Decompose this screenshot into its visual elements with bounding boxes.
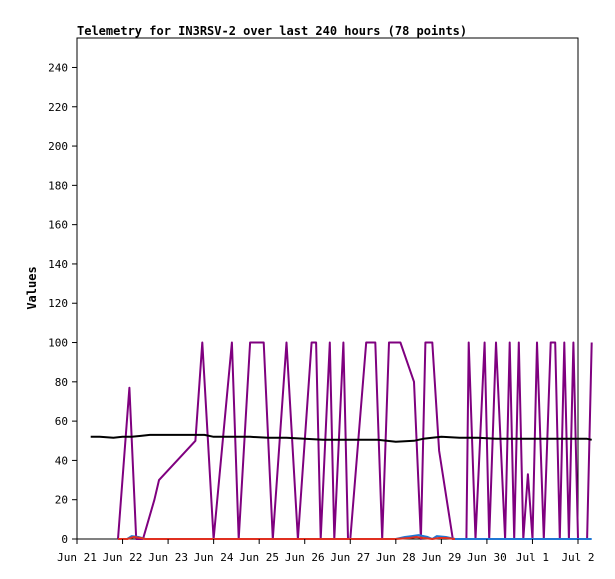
y-tick-label: 180 <box>48 179 68 192</box>
x-tick-label: Jun 29 <box>421 551 461 564</box>
x-axis: Jun 21 Jun 22 Jun 23 Jun 24 Jun 25 Jun 26 Jun … <box>57 539 595 564</box>
y-tick-label: 120 <box>48 297 68 310</box>
series-line-1 <box>117 341 593 540</box>
y-tick-label: 140 <box>48 258 68 271</box>
y-tick-label: 80 <box>55 376 68 389</box>
x-tick-label: Jun 27 <box>330 551 370 564</box>
x-tick-label: Jun 24 <box>194 551 234 564</box>
x-tick-label: Jun 21 <box>57 551 97 564</box>
y-tick-label: 220 <box>48 101 68 114</box>
y-axis-label: Values <box>25 266 39 309</box>
series-line-4 <box>118 536 456 540</box>
chart-title: Telemetry for IN3RSV-2 over last 240 hou… <box>77 24 467 38</box>
y-tick-label: 160 <box>48 219 68 232</box>
x-tick-label: Jul 1 <box>516 551 549 564</box>
x-tick-label: Jun 23 <box>148 551 188 564</box>
y-tick-label: 60 <box>55 415 68 428</box>
y-tick-label: 0 <box>61 533 68 546</box>
plot-frame <box>76 37 579 540</box>
x-tick-label: Jun 25 <box>239 551 279 564</box>
x-tick-label: Jun 22 <box>103 551 143 564</box>
x-tick-label: Jun 28 <box>376 551 416 564</box>
x-tick-label: Jul 2 <box>561 551 594 564</box>
x-tick-label: Jun 26 <box>285 551 325 564</box>
x-tick-label: Jun 30 <box>467 551 507 564</box>
series-layer <box>90 341 593 540</box>
y-tick-label: 100 <box>48 337 68 350</box>
series-line-2 <box>90 433 592 443</box>
y-tick-label: 40 <box>55 454 68 467</box>
y-tick-label: 20 <box>55 494 68 507</box>
y-tick-label: 200 <box>48 140 68 153</box>
y-tick-label: 240 <box>48 61 68 74</box>
y-axis: 0 20 40 60 80 100 120 140 160 180 200 220 240 <box>48 61 77 546</box>
